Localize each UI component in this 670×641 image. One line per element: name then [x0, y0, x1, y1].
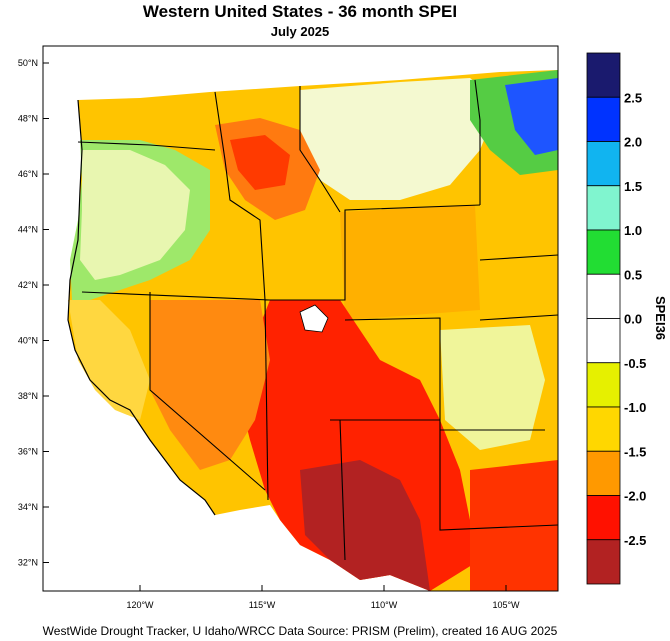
colorbar-label: 0.5	[624, 267, 642, 282]
coastline	[67, 99, 216, 516]
colorbar-label: 1.0	[624, 223, 642, 238]
region-colorado-neutral	[440, 325, 545, 450]
region-california-coast	[68, 300, 150, 420]
colorbar-label: -2.5	[624, 533, 646, 548]
colorbar-bin	[586, 141, 621, 187]
colorbar-label: 0.0	[624, 312, 642, 327]
colorbar-bin	[586, 52, 621, 98]
region-great-salt-lake	[299, 304, 329, 333]
latitude-label: 44°N	[18, 225, 38, 235]
colorbar: SPEI36 2.5 2.0 1.5 1.0 0.5 0.0 -0.5 -1.0 -1.5 -2.…	[586, 52, 668, 585]
map-frame	[42, 45, 559, 592]
latitude-label: 46°N	[18, 169, 38, 179]
colorbar-bin	[586, 318, 621, 364]
region-wyoming	[340, 205, 480, 320]
colorbar-bin	[586, 495, 621, 541]
region-dakota-verywet	[505, 78, 558, 155]
latitude-label: 32°N	[18, 558, 38, 568]
colorbar-bin	[586, 185, 621, 231]
colorbar-label: -1.0	[624, 400, 646, 415]
latitude-label: 42°N	[18, 280, 38, 290]
region-nevada-dry	[150, 300, 270, 470]
colorbar-bin	[586, 539, 621, 585]
latitude-label: 50°N	[18, 58, 38, 68]
colorbar-label: 2.5	[624, 90, 642, 105]
colorbar-title: SPEI36	[653, 296, 668, 340]
map-layers	[67, 70, 558, 591]
latitude-label: 40°N	[18, 336, 38, 346]
latitude-label: 36°N	[18, 447, 38, 457]
colorbar-label: -1.5	[624, 444, 646, 459]
latitude-label: 34°N	[18, 502, 38, 512]
region-southwest-dry	[240, 300, 480, 591]
region-texas-dry	[470, 460, 558, 591]
colorbar-bin	[586, 450, 621, 496]
region-idaho-verydry	[230, 135, 290, 190]
colorbar-label: 1.5	[624, 179, 642, 194]
colorbar-bin	[586, 406, 621, 452]
state-borders	[77, 79, 558, 561]
region-arizona-extreme	[300, 460, 430, 591]
longitude-label: 120°W	[126, 600, 154, 610]
longitude-axis: 120°W 115°W 110°W 105°W	[126, 585, 520, 610]
longitude-label: 105°W	[492, 600, 520, 610]
colorbar-label: 2.0	[624, 135, 642, 150]
latitude-label: 38°N	[18, 391, 38, 401]
colorbar-bin	[586, 362, 621, 408]
colorbar-bin	[586, 96, 621, 142]
colorbar-bin	[586, 229, 621, 275]
latitude-label: 48°N	[18, 114, 38, 124]
colorbar-label: -2.0	[624, 489, 646, 504]
colorbar-label: -0.5	[624, 356, 646, 371]
credit-line: WestWide Drought Tracker, U Idaho/WRCC D…	[42, 624, 558, 638]
colorbar-bin	[586, 273, 621, 319]
longitude-label: 115°W	[249, 600, 276, 610]
longitude-label: 110°W	[371, 600, 398, 610]
map-subtitle: July 2025	[270, 24, 330, 39]
region-pnw-neutral	[80, 150, 190, 280]
latitude-axis: 50°N 48°N 46°N 44°N 42°N 40°N 38°N 36°N 34°N 32°N	[18, 58, 49, 568]
region-montana	[300, 78, 500, 200]
map-title: Western United States - 36 month SPEI	[142, 2, 458, 21]
